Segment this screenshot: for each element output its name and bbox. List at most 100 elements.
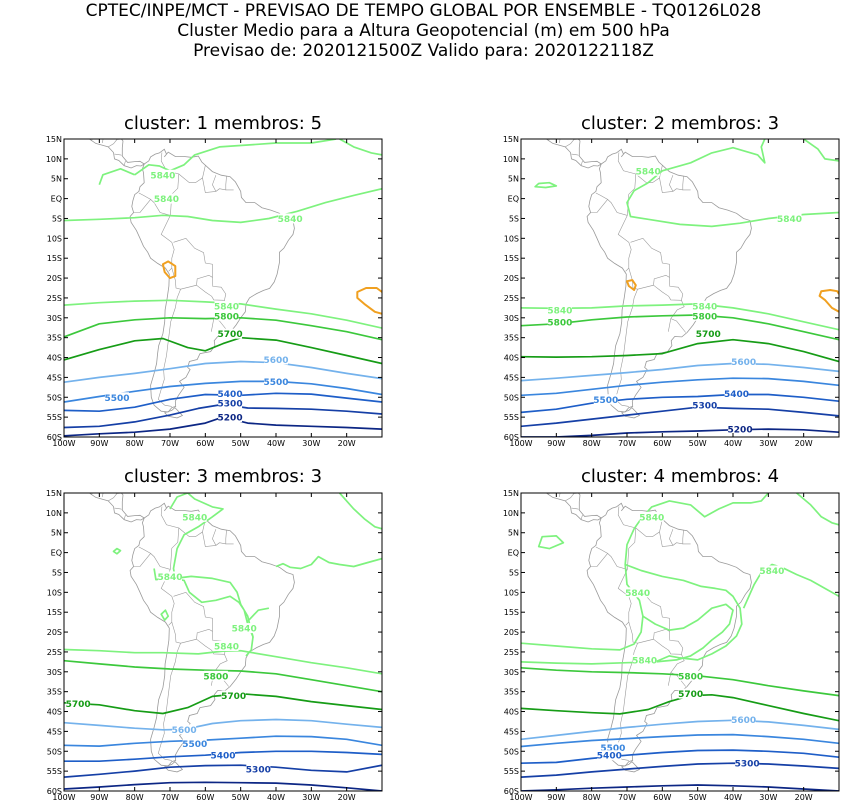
contour-label-bg bbox=[625, 587, 650, 598]
lat-label: 40S bbox=[47, 708, 62, 717]
lon-label: 60W bbox=[653, 439, 671, 448]
contour-label-bg bbox=[639, 511, 664, 522]
contour-label-bg bbox=[731, 714, 756, 725]
lat-label: EQ bbox=[51, 549, 62, 558]
contour-5880 bbox=[626, 279, 637, 291]
contour-5700 bbox=[64, 692, 382, 715]
contour-label-5600: 5600 bbox=[731, 716, 756, 726]
contour-label-5840: 5840 bbox=[625, 589, 650, 599]
contour-5840 bbox=[803, 139, 839, 162]
lon-label: 30W bbox=[302, 793, 320, 802]
contour-label-5840: 5840 bbox=[632, 656, 657, 666]
contour-label-5400: 5400 bbox=[724, 390, 749, 400]
contour-label-bg bbox=[600, 742, 625, 753]
lon-label: 50W bbox=[232, 439, 250, 448]
contour-5600 bbox=[64, 360, 382, 384]
lon-label: 20W bbox=[795, 439, 813, 448]
lat-label: 45S bbox=[47, 727, 62, 736]
contour-label-5200: 5200 bbox=[218, 414, 243, 424]
country-border bbox=[590, 553, 608, 567]
contour-label-bg bbox=[547, 304, 572, 315]
country-border bbox=[595, 192, 628, 216]
lat-label: 10N bbox=[46, 509, 62, 518]
contour-5840 bbox=[521, 563, 743, 665]
lon-label: 50W bbox=[232, 793, 250, 802]
contour-label-5700: 5700 bbox=[218, 330, 243, 340]
contour-5200 bbox=[521, 428, 839, 437]
contour-label-bg bbox=[692, 310, 717, 321]
contour-label-5500: 5500 bbox=[263, 378, 288, 388]
contour-5400 bbox=[521, 393, 839, 414]
lat-label: 10S bbox=[47, 588, 62, 597]
country-border bbox=[659, 177, 691, 193]
contour-label-bg bbox=[182, 511, 207, 522]
contour-label-5840: 5840 bbox=[150, 171, 175, 181]
contour-label-5840: 5840 bbox=[547, 306, 572, 316]
lon-label: 20W bbox=[338, 439, 356, 448]
country-border bbox=[157, 622, 182, 761]
contour-5840 bbox=[338, 493, 382, 530]
contour-5840 bbox=[245, 636, 254, 657]
coastline-south-america bbox=[586, 148, 752, 413]
country-border bbox=[635, 519, 663, 537]
lat-label: 35S bbox=[47, 334, 62, 343]
country-border bbox=[202, 177, 234, 193]
lat-label: 50S bbox=[504, 393, 519, 402]
contour-label-bg bbox=[218, 412, 243, 423]
country-border bbox=[101, 139, 104, 144]
lat-label: 15S bbox=[47, 608, 62, 617]
lat-label: 15N bbox=[503, 135, 519, 144]
contour-label-bg bbox=[632, 654, 657, 665]
country-border bbox=[682, 176, 684, 190]
map-border bbox=[63, 138, 383, 438]
country-border bbox=[225, 530, 227, 544]
lat-label: 5N bbox=[51, 529, 62, 538]
contour-label-5400: 5400 bbox=[597, 752, 622, 762]
contour-5500 bbox=[521, 377, 839, 397]
country-border bbox=[138, 546, 171, 570]
country-border bbox=[590, 199, 608, 213]
contour-label-bg bbox=[728, 424, 753, 435]
contour-label-5840: 5840 bbox=[157, 573, 182, 583]
contour-label-bg bbox=[154, 193, 179, 204]
country-border bbox=[659, 531, 691, 547]
contour-5840 bbox=[160, 609, 170, 621]
contour-label-5840: 5840 bbox=[759, 567, 784, 577]
contour-5840 bbox=[521, 303, 839, 331]
contour-label-bg bbox=[150, 169, 175, 180]
contour-label-bg bbox=[246, 764, 271, 775]
lat-label: 35S bbox=[504, 334, 519, 343]
lon-label: 90W bbox=[547, 439, 565, 448]
lat-label: 5S bbox=[52, 214, 62, 223]
coastline-tierra-del-fuego bbox=[620, 407, 641, 419]
lon-label: 80W bbox=[583, 793, 601, 802]
contour-5500 bbox=[521, 733, 839, 748]
map-border bbox=[520, 138, 840, 438]
lon-label: 40W bbox=[724, 793, 742, 802]
contour-5840 bbox=[742, 563, 839, 609]
contour-label-bg bbox=[593, 394, 618, 405]
lat-label: 10N bbox=[503, 155, 519, 164]
contour-label-5700: 5700 bbox=[696, 330, 721, 340]
lat-label: 25S bbox=[504, 294, 519, 303]
map-content: 5840584058405840580057005600550055005400… bbox=[64, 139, 382, 437]
contour-label-5500: 5500 bbox=[182, 740, 207, 750]
contour-label-bg bbox=[66, 698, 91, 709]
panel-title: cluster: 4 membros: 4 bbox=[580, 466, 780, 487]
contour-label-bg bbox=[724, 388, 749, 399]
country-border bbox=[133, 199, 151, 213]
country-border bbox=[558, 139, 561, 144]
lon-label: 30W bbox=[302, 439, 320, 448]
country-border bbox=[123, 160, 126, 166]
lat-label: 30S bbox=[504, 668, 519, 677]
contour-5880 bbox=[356, 287, 382, 315]
contour-label-5600: 5600 bbox=[731, 358, 756, 368]
contour-label-bg bbox=[211, 750, 235, 761]
lat-label: 10S bbox=[47, 234, 62, 243]
contour-5880 bbox=[161, 260, 177, 280]
contour-label-bg bbox=[692, 400, 717, 411]
country-border bbox=[558, 493, 561, 498]
lat-label: 15S bbox=[504, 254, 519, 263]
